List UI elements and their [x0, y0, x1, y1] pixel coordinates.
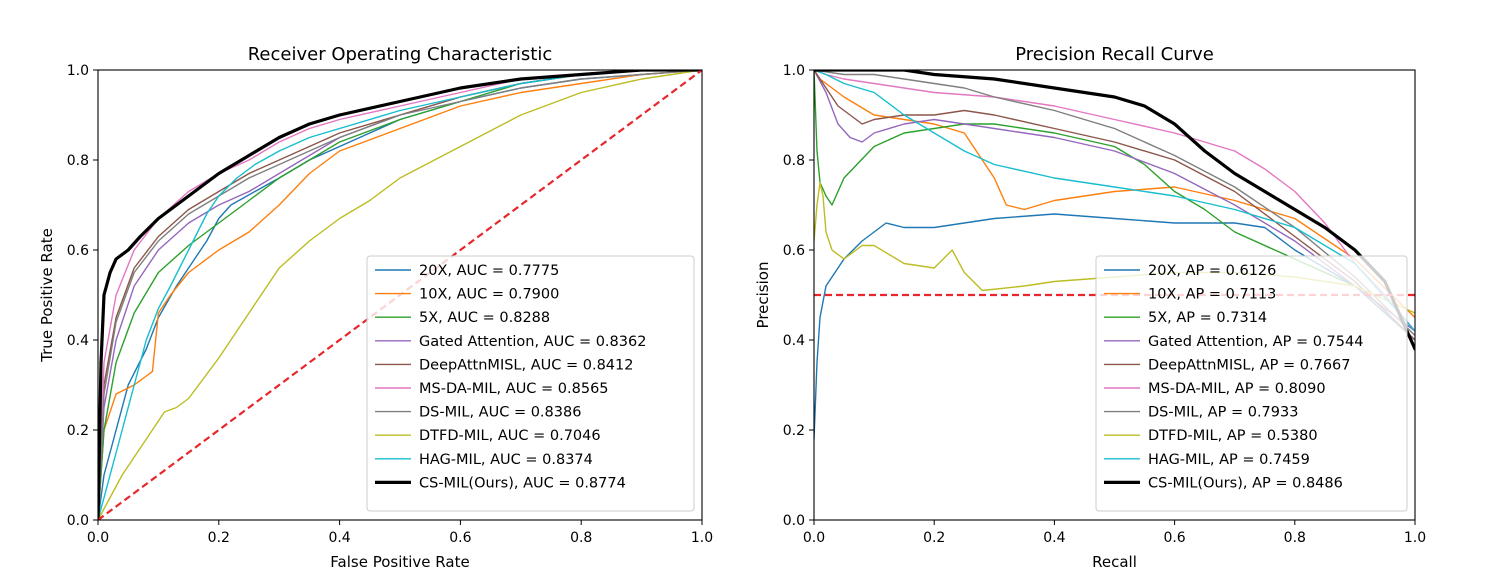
pr-series-line-6: [814, 70, 1415, 337]
pr-legend-entry: CS-MIL(Ours), AP = 0.8486: [1148, 475, 1343, 491]
pr-x-axis-label: Recall: [1092, 553, 1137, 571]
roc-series-line-1: [98, 70, 702, 520]
pr-y-tick-label: 1.0: [783, 63, 805, 79]
roc-y-axis-label: True Positive Rate: [38, 228, 56, 363]
roc-x-axis-label: False Positive Rate: [330, 553, 469, 571]
roc-x-tick-label: 0.8: [570, 530, 592, 546]
pr-title: Precision Recall Curve: [1015, 44, 1214, 65]
roc-series-line-9: [98, 70, 702, 520]
roc-legend-box: [366, 255, 695, 512]
roc-legend-entry: Gated Attention, AUC = 0.8362: [419, 334, 646, 350]
pr-x-tick-label: 0.2: [923, 530, 945, 546]
pr-legend-box: [1095, 255, 1408, 512]
pr-series-line-1: [814, 70, 1415, 319]
pr-x-tick-label: 0.6: [1163, 530, 1185, 546]
pr-y-axis-label: Precision: [754, 262, 772, 329]
pr-legend-entry: DTFD-MIL, AP = 0.5380: [1148, 428, 1318, 444]
pr-series-line-3: [814, 70, 1415, 332]
roc-legend-entry: 5X, AUC = 0.8288: [419, 310, 550, 326]
pr-y-tick-label: 0.0: [783, 513, 805, 529]
pr-axes-frame: [813, 69, 1416, 521]
pr-legend-entry: Gated Attention, AP = 0.7544: [1148, 334, 1363, 350]
roc-legend-entry: 10X, AUC = 0.7900: [419, 287, 559, 303]
pr-series-line-0: [814, 213, 1415, 440]
roc-x-tick-label: 0.4: [328, 530, 350, 546]
roc-y-tick-label: 0.8: [67, 153, 89, 169]
roc-legend-entry: DeepAttnMISL, AUC = 0.8412: [419, 357, 633, 373]
roc-legend-entry: MS-DA-MIL, AUC = 0.8565: [419, 381, 609, 397]
roc-y-tick-label: 0.2: [67, 423, 89, 439]
roc-y-tick-label: 0.0: [67, 513, 89, 529]
pr-x-tick-label: 1.0: [1404, 530, 1426, 546]
roc-legend-entry: DS-MIL, AUC = 0.8386: [419, 405, 581, 421]
pr-y-tick-label: 0.2: [783, 423, 805, 439]
roc-series-line-6: [98, 70, 702, 520]
roc-x-tick-label: 1.0: [691, 530, 713, 546]
pr-legend-entry: DeepAttnMISL, AP = 0.7667: [1148, 357, 1351, 373]
roc-axes-frame: [97, 69, 703, 521]
pr-x-tick-label: 0.4: [1043, 530, 1065, 546]
pr-legend-entry: HAG-MIL, AP = 0.7459: [1148, 452, 1310, 468]
pr-series-line-4: [814, 70, 1415, 341]
pr-series-line-8: [814, 70, 1415, 332]
precision-recall-chart: Precision Recall Curve 0.0 0.2 0.4 0.6 0.8 1.0…: [754, 44, 1426, 571]
pr-y-tick-label: 0.4: [783, 333, 805, 349]
pr-legend-entry: DS-MIL, AP = 0.7933: [1148, 405, 1298, 421]
pr-y-tick-label: 0.6: [783, 243, 805, 259]
roc-y-tick-label: 1.0: [67, 63, 89, 79]
pr-x-tick-label: 0.0: [803, 530, 825, 546]
pr-legend-entry: MS-DA-MIL, AP = 0.8090: [1148, 381, 1326, 397]
pr-legend-entry: 20X, AP = 0.6126: [1148, 263, 1276, 279]
pr-legend-entry: 10X, AP = 0.7113: [1148, 287, 1276, 303]
roc-legend-entry: DTFD-MIL, AUC = 0.7046: [419, 428, 601, 444]
roc-series-line-8: [98, 70, 702, 520]
pr-legend-entry: 5X, AP = 0.7314: [1148, 310, 1267, 326]
pr-y-tick-label: 0.8: [783, 153, 805, 169]
roc-legend-entry: CS-MIL(Ours), AUC = 0.8774: [419, 475, 626, 491]
roc-y-tick-label: 0.4: [67, 333, 89, 349]
pr-series-line-2: [814, 70, 1415, 332]
roc-legend-entry: 20X, AUC = 0.7775: [419, 263, 559, 279]
roc-x-tick-label: 0.6: [449, 530, 471, 546]
roc-title: Receiver Operating Characteristic: [248, 44, 553, 65]
roc-x-tick-label: 0.2: [208, 530, 230, 546]
roc-chart: Receiver Operating Characteristic 0.0 0.2 0…: [38, 44, 713, 571]
pr-x-tick-label: 0.8: [1284, 530, 1306, 546]
pr-series-line-9: [814, 70, 1415, 351]
roc-legend-entry: HAG-MIL, AUC = 0.8374: [419, 452, 593, 468]
roc-x-tick-label: 0.0: [87, 530, 109, 546]
roc-y-tick-label: 0.6: [67, 243, 89, 259]
roc-series-line-7: [98, 70, 702, 520]
